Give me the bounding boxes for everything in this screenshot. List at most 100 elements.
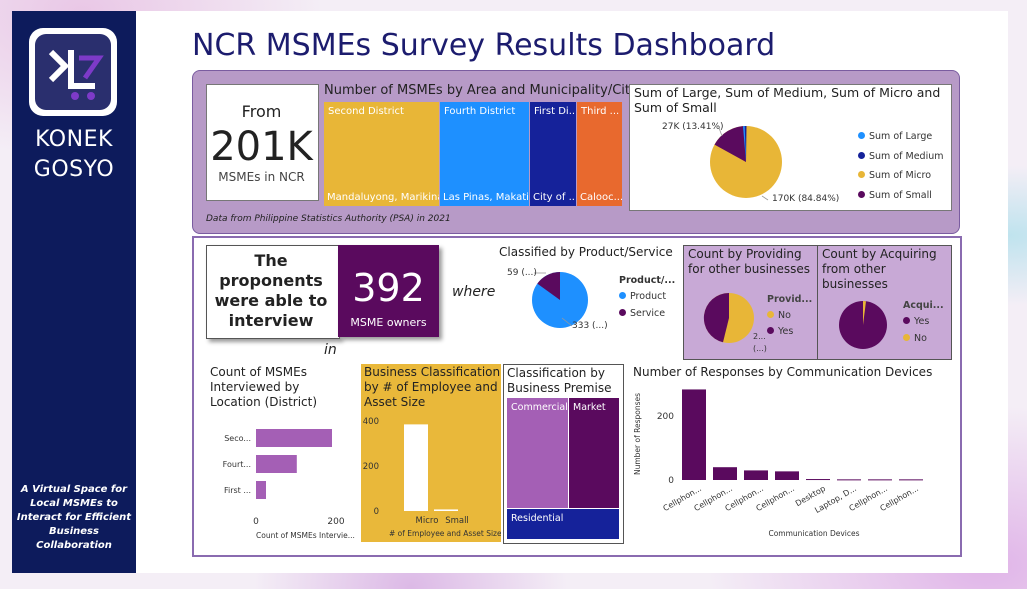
treemap-cell-market[interactable]: Market xyxy=(569,398,619,508)
bar-3[interactable] xyxy=(775,471,799,480)
pie-label-service: 59 (...) xyxy=(507,268,537,278)
acquiring-card[interactable] xyxy=(817,245,952,360)
kpi-unit: MSMEs in NCR xyxy=(218,170,305,184)
pie-slice-no[interactable] xyxy=(863,301,866,325)
y-tick-label: 0 xyxy=(374,507,379,517)
legend-title: Provid... xyxy=(767,294,813,305)
pie-slice-medium[interactable] xyxy=(744,125,747,162)
product-service-pie[interactable] xyxy=(530,270,590,330)
providing-legend: Provid... No Yes xyxy=(767,294,812,337)
legend-item[interactable]: Sum of Medium xyxy=(858,147,944,167)
logo-mark xyxy=(35,34,111,110)
location-bar-chart[interactable]: Seco... Fourt... First ... 0 200 Count of MSM… xyxy=(210,420,360,542)
bar-0[interactable] xyxy=(256,429,332,447)
y-tick-label: 200 xyxy=(657,412,674,422)
size-pie-title: Sum of Large, Sum of Medium, Sum of Micr… xyxy=(634,85,941,115)
category-label: First ... xyxy=(224,486,251,495)
area-treemap[interactable]: Second District Mandaluyong, Marikina,..… xyxy=(324,102,622,206)
legend-dot xyxy=(767,327,774,334)
bar-5[interactable] xyxy=(837,479,861,481)
providing-card[interactable] xyxy=(683,245,818,360)
providing-title: Count by Providing for other businesses xyxy=(688,247,811,276)
treemap-cell-third-district[interactable]: Third ... Calooc... xyxy=(577,102,622,206)
size-pie-card[interactable] xyxy=(629,84,952,211)
bar-micro[interactable] xyxy=(404,424,428,511)
size-pie-label-micro: 170K (84.84%) xyxy=(772,194,840,204)
legend-title: Product/... xyxy=(619,275,676,286)
legend-dot xyxy=(858,132,865,139)
business-size-card[interactable] xyxy=(361,364,501,542)
pie-slice-service[interactable] xyxy=(537,272,560,300)
size-pie-label-small: 27K (13.41%) xyxy=(662,122,724,132)
y-axis-label: Number of Responses xyxy=(633,393,642,475)
treemap-cell-residential[interactable]: Residential xyxy=(507,509,619,539)
interview-count-value: 392 xyxy=(352,266,425,310)
legend-item[interactable]: Product xyxy=(619,291,675,302)
pie-slice-yes[interactable] xyxy=(703,292,729,343)
kpi-label: From xyxy=(241,102,282,121)
premise-treemap[interactable]: Commercial Market Residential xyxy=(507,398,619,539)
size-pie-chart[interactable] xyxy=(704,120,788,204)
acquiring-legend: Acqui... Yes No xyxy=(903,300,944,344)
treemap-cell-label: Commercial xyxy=(511,402,568,413)
x-axis-label: Communication Devices xyxy=(768,529,859,538)
bar-2[interactable] xyxy=(256,481,266,499)
kpi-card-total-msmes[interactable] xyxy=(206,84,319,201)
legend-dot xyxy=(767,311,774,318)
area-treemap-title: Number of MSMEs by Area and Municipality… xyxy=(324,83,638,98)
bar-1[interactable] xyxy=(713,467,737,480)
pie-slice-small[interactable] xyxy=(714,126,747,162)
business-size-chart[interactable]: 0 200 400 Micro Small # of Employee and Asset… xyxy=(361,410,501,542)
legend-item[interactable]: Yes xyxy=(903,316,944,327)
legend-dot xyxy=(858,151,865,159)
legend-dot xyxy=(903,334,910,341)
legend-item[interactable]: Service xyxy=(619,308,675,319)
interview-count-unit: MSME owners xyxy=(350,316,427,329)
legend-item[interactable]: Sum of Micro xyxy=(858,166,944,186)
legend-label: No xyxy=(914,333,927,344)
bar-2[interactable] xyxy=(744,470,768,480)
size-pie-legend: Sum of Large Sum of Medium Sum of Micro … xyxy=(858,127,944,205)
legend-label: Sum of Large xyxy=(869,131,933,142)
treemap-cell-first-district[interactable]: First Di... City of ... xyxy=(530,102,576,206)
bar-1[interactable] xyxy=(256,455,297,473)
legend-item[interactable]: Sum of Small xyxy=(858,186,944,206)
legend-dot xyxy=(903,317,910,324)
legend-title: Acqui... xyxy=(903,300,944,311)
devices-chart-title: Number of Responses by Communication Dev… xyxy=(633,365,933,379)
cart-icon xyxy=(48,49,104,100)
legend-label: Sum of Small xyxy=(869,189,932,201)
interview-count-card[interactable] xyxy=(338,245,439,337)
legend-dot xyxy=(619,309,626,316)
bar-small[interactable] xyxy=(434,509,458,511)
legend-item[interactable]: Sum of Large xyxy=(858,127,944,147)
legend-label: Sum of Medium xyxy=(869,150,944,162)
providing-pie[interactable] xyxy=(703,292,755,344)
legend-item[interactable]: No xyxy=(767,310,812,321)
treemap-cell-label: First Di... xyxy=(534,106,576,117)
brand-name-line2: GOSYO xyxy=(33,157,115,182)
x-axis-label: Count of MSMEs Intervie... xyxy=(256,531,355,540)
bar-6[interactable] xyxy=(868,479,892,481)
treemap-cell-label: Market xyxy=(573,402,606,413)
bar-7[interactable] xyxy=(899,479,923,481)
treemap-cell-label: Fourth District xyxy=(444,106,516,117)
treemap-cell-second-district[interactable]: Second District Mandaluyong, Marikina,..… xyxy=(324,102,439,206)
pie-label-product: 333 (...) xyxy=(572,321,608,331)
x-tick-label: 200 xyxy=(327,517,344,527)
location-chart-title: Count of MSMEs Interviewed by Location (… xyxy=(210,365,318,409)
where-text: where xyxy=(452,284,496,300)
bar-0[interactable] xyxy=(682,389,706,480)
business-size-title: Business Classification by # of Employee… xyxy=(364,365,501,409)
acquiring-pie[interactable] xyxy=(838,300,888,350)
page-title: NCR MSMEs Survey Results Dashboard xyxy=(192,28,776,63)
treemap-cell-label: Second District xyxy=(328,106,404,117)
legend-item[interactable]: No xyxy=(903,333,944,344)
pie-leader-lines xyxy=(718,127,769,201)
y-tick-label: 400 xyxy=(363,417,379,427)
treemap-cell-commercial[interactable]: Commercial xyxy=(507,398,568,508)
legend-item[interactable]: Yes xyxy=(767,326,812,337)
treemap-cell-fourth-district[interactable]: Fourth District Las Pinas, Makati, ... xyxy=(440,102,529,206)
bar-4[interactable] xyxy=(806,479,830,481)
